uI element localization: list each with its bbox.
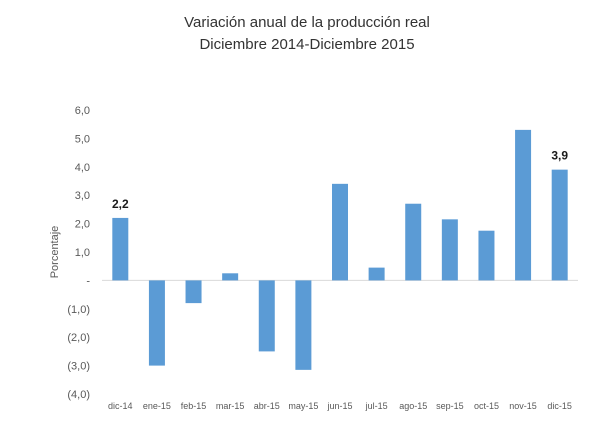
y-axis-ticks: 6,0 5,0 4,0 3,0 2,0 1,0 - (1,0) (2,0) (3,0) (4,0) bbox=[67, 105, 578, 401]
x-tick-label: may-15 bbox=[288, 401, 318, 411]
chart-title: Variación anual de la producción real bbox=[184, 14, 430, 31]
y-tick-label: 6,0 bbox=[75, 105, 90, 117]
bars bbox=[112, 129, 568, 370]
y-tick-label: 5,0 bbox=[75, 133, 90, 145]
x-tick-label: jun-15 bbox=[326, 401, 352, 411]
y-tick-label: 3,0 bbox=[75, 190, 90, 202]
bar-jun-15 bbox=[332, 183, 348, 281]
y-tick-label: (2,0) bbox=[67, 332, 90, 344]
bar-abr-15 bbox=[258, 280, 275, 352]
bar-sep-15 bbox=[441, 219, 458, 281]
x-tick-label: nov-15 bbox=[509, 401, 537, 411]
chart-subtitle: Diciembre 2014-Diciembre 2015 bbox=[199, 36, 415, 53]
bar-may-15 bbox=[295, 280, 312, 370]
x-tick-label: sep-15 bbox=[436, 401, 464, 411]
x-tick-label: mar-15 bbox=[216, 401, 245, 411]
y-tick-label: (4,0) bbox=[67, 389, 90, 401]
bar-jul-15 bbox=[368, 267, 385, 281]
data-labels: 2,2 3,9 bbox=[112, 149, 568, 211]
bar-ene-15 bbox=[148, 280, 165, 366]
y-tick-label: (1,0) bbox=[67, 304, 90, 316]
data-label: 2,2 bbox=[112, 197, 129, 211]
x-tick-label: dic-14 bbox=[108, 401, 133, 411]
bar-dic-15 bbox=[551, 169, 568, 281]
x-tick-label: ago-15 bbox=[399, 401, 427, 411]
bar-oct-15 bbox=[478, 230, 495, 281]
x-tick-label: abr-15 bbox=[254, 401, 280, 411]
bar-dic-14 bbox=[112, 217, 129, 281]
y-tick-label: 1,0 bbox=[75, 247, 90, 259]
x-tick-label: ene-15 bbox=[143, 401, 171, 411]
bar-ago-15 bbox=[405, 203, 422, 281]
y-tick-label: 2,0 bbox=[75, 219, 90, 231]
x-tick-label: oct-15 bbox=[474, 401, 499, 411]
bar-feb-15 bbox=[185, 280, 202, 304]
bar-mar-15 bbox=[222, 273, 239, 281]
y-tick-label: 4,0 bbox=[75, 162, 90, 174]
x-tick-label: dic-15 bbox=[547, 401, 572, 411]
y-axis-label: Porcentaje bbox=[49, 226, 61, 279]
x-tick-label: jul-15 bbox=[365, 401, 388, 411]
bar-nov-15 bbox=[515, 129, 532, 281]
y-tick-label: - bbox=[86, 275, 90, 287]
x-axis-ticks: dic-14 ene-15 feb-15 mar-15 abr-15 may-15 jun-… bbox=[108, 401, 572, 411]
data-label: 3,9 bbox=[551, 149, 568, 163]
y-tick-label: (3,0) bbox=[67, 361, 90, 373]
x-tick-label: feb-15 bbox=[181, 401, 207, 411]
